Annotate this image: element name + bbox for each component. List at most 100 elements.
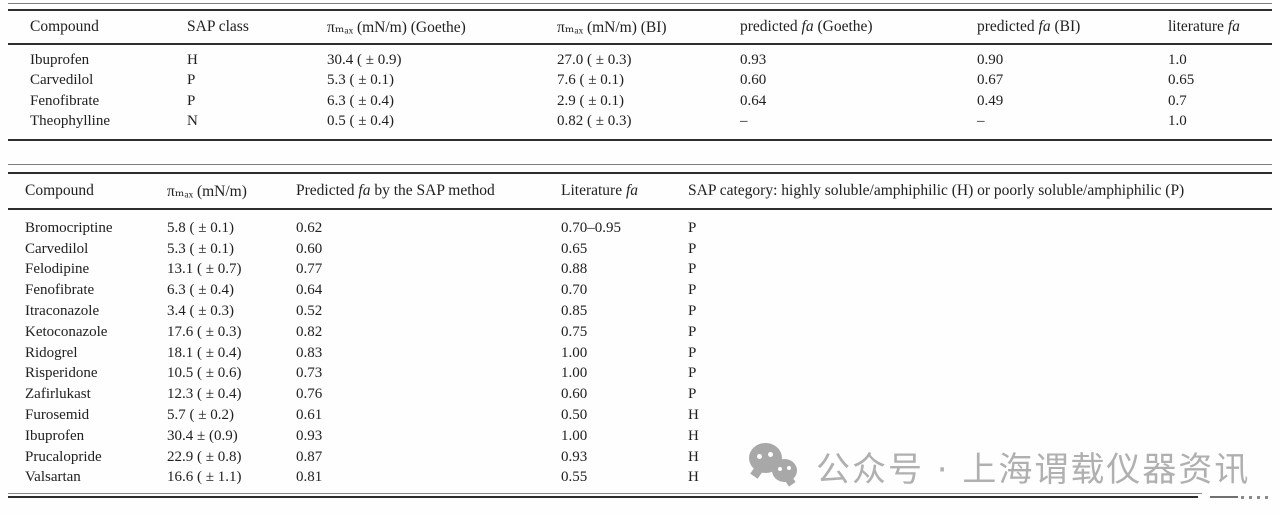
table-cell: 10.5 ( ± 0.6) — [167, 365, 242, 382]
table-cell: 5.7 ( ± 0.2) — [167, 407, 234, 424]
table-cell: P — [187, 72, 196, 89]
table-cell: 1.00 — [561, 427, 588, 444]
table-row: Bromocriptine 5.8 ( ± 0.1) 0.62 0.70–0.95 P — [8, 218, 1272, 239]
table-cell: 0.81 — [296, 469, 323, 486]
table-cell: 1.0 — [1168, 113, 1187, 130]
table-cell: Ridogrel — [25, 344, 78, 361]
table-cell: 18.1 ( ± 0.4) — [167, 344, 242, 361]
table-cell: – — [740, 113, 748, 130]
table-cell: 0.5 ( ± 0.4) — [327, 113, 394, 130]
table-cell: P — [688, 219, 697, 236]
table-cell: 0.60 — [740, 72, 767, 89]
table-cell: Fenofibrate — [25, 282, 95, 299]
table2-bottom-rule-thick — [8, 496, 1198, 499]
table-cell: H — [688, 469, 699, 486]
table-cell: 6.3 ( ± 0.4) — [167, 282, 234, 299]
table-cell: P — [688, 323, 697, 340]
table-cell: Prucalopride — [25, 448, 102, 465]
table-cell: 0.90 — [977, 51, 1004, 68]
table2-bottom-rule-thin — [8, 493, 1202, 495]
table1-top-rule-thick — [8, 9, 1272, 11]
table-cell: 0.49 — [977, 92, 1004, 109]
table1-header-predicted-fa-goethe: predicted fa (Goethe) — [740, 18, 873, 35]
table-cell: Ibuprofen — [30, 51, 90, 68]
table-cell: H — [688, 407, 699, 424]
table-1: Compound SAP class πₘₐₓ (mN/m) (Goethe) … — [8, 3, 1272, 141]
table1-header-rule — [8, 43, 1272, 45]
table-cell: 30.4 ± (0.9) — [167, 427, 238, 444]
table-cell: P — [688, 282, 697, 299]
table-row: Ibuprofen H 30.4 ( ± 0.9) 27.0 ( ± 0.3) 0.93… — [8, 50, 1272, 71]
table-cell: 6.3 ( ± 0.4) — [327, 92, 394, 109]
table-cell: 17.6 ( ± 0.3) — [167, 323, 242, 340]
table-row: Itraconazole 3.4 ( ± 0.3) 0.52 0.85 P — [8, 301, 1272, 322]
table-cell: 5.8 ( ± 0.1) — [167, 219, 234, 236]
table-cell: 0.85 — [561, 303, 588, 320]
table-cell: H — [688, 427, 699, 444]
table-row: Carvedilol 5.3 ( ± 0.1) 0.60 0.65 P — [8, 239, 1272, 260]
table-cell: 0.64 — [740, 92, 767, 109]
table-cell: P — [688, 365, 697, 382]
table-cell: 0.60 — [561, 386, 588, 403]
rule-dot-fragments — [1265, 496, 1268, 500]
table1-bottom-rule — [8, 139, 1272, 141]
table1-header-sap-class: SAP class — [187, 18, 249, 35]
table-row: Zafirlukast 12.3 ( ± 0.4) 0.76 0.60 P — [8, 384, 1272, 405]
table1-body: Ibuprofen H 30.4 ( ± 0.9) 27.0 ( ± 0.3) 0.93… — [8, 45, 1272, 139]
table-row: Ketoconazole 17.6 ( ± 0.3) 0.82 0.75 P — [8, 322, 1272, 343]
table-cell: 27.0 ( ± 0.3) — [557, 51, 632, 68]
table2-header-predicted-fa: Predicted fa by the SAP method — [296, 182, 495, 199]
table-cell: 0.52 — [296, 303, 323, 320]
table-row: Theophylline N 0.5 ( ± 0.4) 0.82 ( ± 0.3) – –… — [8, 112, 1272, 133]
table-row: Carvedilol P 5.3 ( ± 0.1) 7.6 ( ± 0.1) 0.60 0… — [8, 71, 1272, 92]
table-cell: 12.3 ( ± 0.4) — [167, 386, 242, 403]
table-cell: 0.65 — [561, 240, 588, 257]
table-cell: 0.87 — [296, 448, 323, 465]
table-cell: 0.76 — [296, 386, 323, 403]
table-cell: 1.00 — [561, 344, 588, 361]
table-cell: Itraconazole — [25, 303, 100, 320]
table1-header-pimax-goethe: πₘₐₓ (mN/m) (Goethe) — [327, 18, 466, 36]
table1-header-compound: Compound — [30, 18, 99, 35]
table-row: Fenofibrate P 6.3 ( ± 0.4) 2.9 ( ± 0.1) 0.64… — [8, 91, 1272, 112]
table-cell: 0.73 — [296, 365, 323, 382]
table-cell: 7.6 ( ± 0.1) — [557, 72, 624, 89]
table-cell: 0.82 ( ± 0.3) — [557, 113, 632, 130]
table1-top-rule-thin — [8, 3, 1272, 4]
table-cell: Ibuprofen — [25, 427, 85, 444]
table-cell: Felodipine — [25, 261, 90, 278]
table-cell: 30.4 ( ± 0.9) — [327, 51, 402, 68]
table1-header-literature-fa: literature fa — [1168, 18, 1240, 35]
table-row: Ridogrel 18.1 ( ± 0.4) 0.83 1.00 P — [8, 343, 1272, 364]
table-cell: 1.00 — [561, 365, 588, 382]
table-cell: N — [187, 113, 198, 130]
wechat-bubble-small — [772, 459, 797, 482]
table-cell: 16.6 ( ± 1.1) — [167, 469, 242, 486]
table-cell: P — [688, 386, 697, 403]
table-cell: 0.62 — [296, 219, 323, 236]
table-row: Prucalopride 22.9 ( ± 0.8) 0.87 0.93 H — [8, 447, 1272, 468]
table2-bottom-rule — [8, 493, 1272, 500]
table-cell: 1.0 — [1168, 51, 1187, 68]
table-row: Fenofibrate 6.3 ( ± 0.4) 0.64 0.70 P — [8, 280, 1272, 301]
table-row: Ibuprofen 30.4 ± (0.9) 0.93 1.00 H — [8, 426, 1272, 447]
table-cell: 0.82 — [296, 323, 323, 340]
table-cell: 0.77 — [296, 261, 323, 278]
table-cell: 3.4 ( ± 0.3) — [167, 303, 234, 320]
wechat-icon — [748, 439, 802, 493]
table-cell: Carvedilol — [25, 240, 89, 257]
table2-header-literature-fa: Literature fa — [561, 182, 639, 199]
table1-header-pimax-bi: πₘₐₓ (mN/m) (BI) — [557, 18, 667, 36]
table-cell: – — [977, 113, 985, 130]
table-cell: 0.83 — [296, 344, 323, 361]
table-cell: Valsartan — [25, 469, 81, 486]
table-cell: 0.93 — [561, 448, 588, 465]
table-cell: Ketoconazole — [25, 323, 108, 340]
table-cell: H — [688, 448, 699, 465]
rule-dash-fragment — [1210, 496, 1238, 499]
table-cell: 5.3 ( ± 0.1) — [167, 240, 234, 257]
table2-header-pimax: πₘₐₓ (mN/m) — [167, 182, 247, 200]
table-cell: 0.65 — [1168, 72, 1195, 89]
table-cell: 5.3 ( ± 0.1) — [327, 72, 394, 89]
